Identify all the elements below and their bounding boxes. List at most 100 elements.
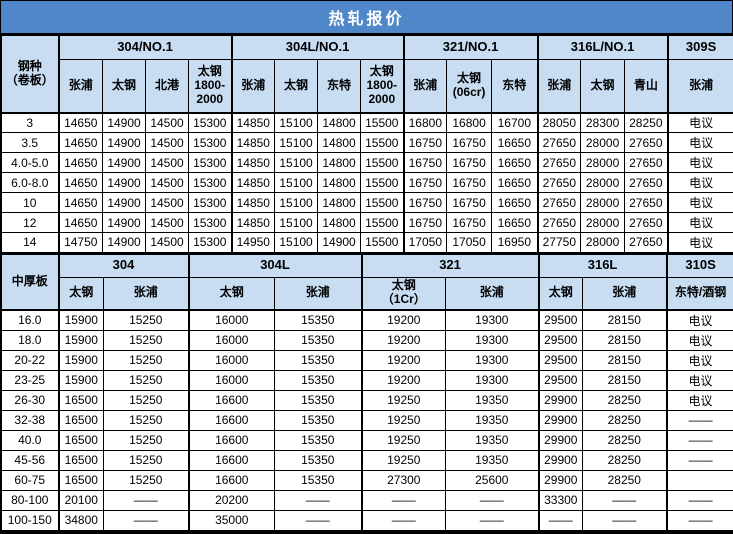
thickness-label: 26-30: [2, 390, 59, 410]
price-cell: 16000: [189, 310, 275, 330]
price-cell: 33300: [539, 490, 583, 510]
price-cell: 14900: [103, 233, 146, 253]
price-cell: 16750: [404, 213, 447, 233]
mill-header: 东特/酒钢: [667, 277, 733, 310]
price-cell: 14650: [59, 193, 103, 213]
price-cell: 29500: [539, 310, 583, 330]
price-cell: 16650: [492, 133, 538, 153]
price-cell: 19350: [446, 430, 539, 450]
price-cell: 15900: [59, 330, 104, 350]
price-cell: 14500: [146, 173, 189, 193]
price-cell: 29500: [539, 330, 583, 350]
price-cell: 28150: [583, 330, 667, 350]
price-cell: 14500: [146, 133, 189, 153]
mill-header: 张浦: [668, 60, 733, 113]
price-cell: 15500: [361, 213, 404, 233]
thickness-label: 40.0: [2, 430, 59, 450]
price-cell: 14650: [59, 113, 103, 133]
price-cell: 29500: [539, 350, 583, 370]
thickness-label: 3: [2, 113, 59, 133]
price-cell: 28000: [581, 173, 625, 193]
price-cell: 16500: [59, 470, 104, 490]
price-cell: 19350: [446, 390, 539, 410]
price-cell: 15250: [104, 390, 189, 410]
price-cell: 35000: [189, 510, 275, 530]
price-cell: 19200: [362, 350, 446, 370]
price-cell: 27650: [538, 173, 581, 193]
price-cell: ——: [275, 510, 362, 530]
row-dimension-header: 中厚板: [2, 254, 59, 310]
price-cell: 15100: [275, 233, 318, 253]
price-cell: 16750: [404, 193, 447, 213]
price-cell: 14650: [59, 173, 103, 193]
grade-group-header: 310S: [667, 254, 733, 277]
price-cell: 19350: [446, 450, 539, 470]
price-cell: 14900: [103, 153, 146, 173]
thickness-label: 4.0-5.0: [2, 153, 59, 173]
mill-header: 太钢 (06cr): [447, 60, 492, 113]
price-cell: 15300: [189, 233, 232, 253]
price-cell: 14800: [318, 173, 361, 193]
price-cell: 17050: [404, 233, 447, 253]
price-cell: 14900: [103, 133, 146, 153]
price-cell: ——: [667, 490, 733, 510]
price-cell: 14850: [232, 133, 275, 153]
price-cell: 28000: [581, 233, 625, 253]
price-cell: 14500: [146, 193, 189, 213]
mill-header: 东特: [318, 60, 361, 113]
price-cell: 15500: [361, 173, 404, 193]
price-cell: 16750: [447, 213, 492, 233]
price-cell: 14900: [318, 233, 361, 253]
price-cell: 27650: [625, 193, 668, 213]
price-cell: [667, 470, 733, 490]
price-cell: 15350: [275, 370, 362, 390]
grade-group-header: 321: [362, 254, 539, 277]
price-cell: 16600: [189, 470, 275, 490]
thickness-label: 20-22: [2, 350, 59, 370]
price-cell: 15100: [275, 193, 318, 213]
price-cell: 电议: [668, 113, 733, 133]
price-cell: 16600: [189, 430, 275, 450]
mill-header: 太钢 1800- 2000: [361, 60, 404, 113]
price-cell: 27650: [538, 213, 581, 233]
price-cell: 14900: [103, 113, 146, 133]
price-cell: 14800: [318, 133, 361, 153]
thickness-label: 14: [2, 233, 59, 253]
price-cell: 15350: [275, 470, 362, 490]
price-cell: ——: [104, 490, 189, 510]
price-cell: 15250: [104, 350, 189, 370]
price-cell: 15250: [104, 310, 189, 330]
price-cell: ——: [667, 430, 733, 450]
price-cell: 14500: [146, 153, 189, 173]
price-cell: 28250: [625, 113, 668, 133]
price-cell: 29900: [539, 470, 583, 490]
price-cell: 电议: [668, 233, 733, 253]
price-cell: 28000: [581, 153, 625, 173]
price-cell: 15300: [189, 213, 232, 233]
grade-group-header: 304L: [189, 254, 362, 277]
price-cell: 27650: [625, 133, 668, 153]
price-cell: 14800: [318, 213, 361, 233]
grade-group-header: 316L/NO.1: [538, 36, 668, 60]
price-cell: 15350: [275, 430, 362, 450]
sheet-title: 热轧报价: [1, 1, 732, 35]
price-cell: 15350: [275, 390, 362, 410]
mill-header: 青山: [625, 60, 668, 113]
price-cell: 14900: [103, 213, 146, 233]
price-cell: 27650: [625, 233, 668, 253]
price-cell: 15350: [275, 450, 362, 470]
price-cell: 15300: [189, 193, 232, 213]
price-cell: 电议: [668, 153, 733, 173]
thickness-label: 32-38: [2, 410, 59, 430]
price-cell: 15500: [361, 133, 404, 153]
price-cell: 电议: [668, 173, 733, 193]
price-cell: 14850: [232, 213, 275, 233]
price-cell: 19250: [362, 410, 446, 430]
